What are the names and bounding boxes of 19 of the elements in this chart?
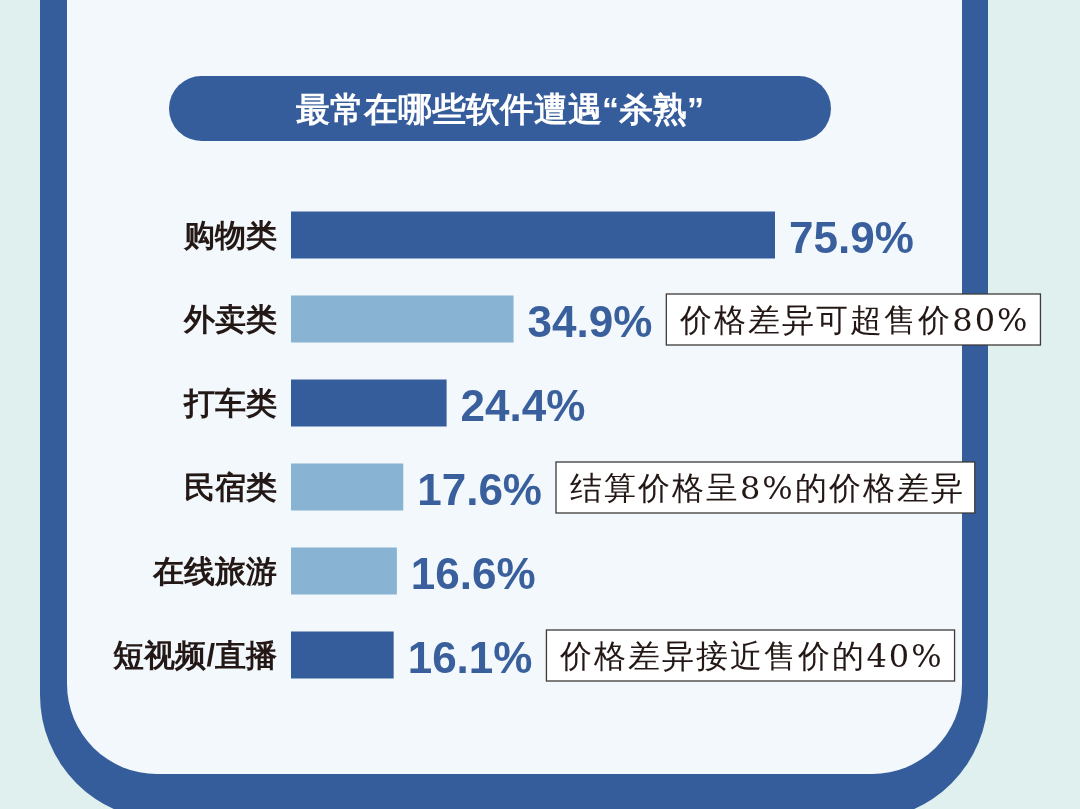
category-label: 民宿类 <box>184 469 277 505</box>
title: 最常在哪些软件遭遇“杀熟” <box>296 90 704 128</box>
data-label: 75.9% <box>789 212 914 262</box>
data-label: 16.1% <box>407 632 533 682</box>
annotation: 价格差异可超售价80% <box>665 293 1042 346</box>
data-label: 34.9% <box>527 296 653 346</box>
annotation: 结算价格呈8%的价格差异 <box>555 461 976 514</box>
annotation: 价格差异接近售价的40% <box>559 637 944 675</box>
annotation: 价格差异接近售价的40% <box>545 629 956 682</box>
category-label: 在线旅游 <box>153 553 277 589</box>
category-label: 外卖类 <box>184 301 277 337</box>
annotation: 价格差异可超售价80% <box>679 301 1030 339</box>
category-label: 打车类 <box>184 385 277 421</box>
data-label: 24.4% <box>460 380 586 430</box>
category-label: 短视频/直播 <box>113 637 277 673</box>
annotation: 结算价格呈8%的价格差异 <box>570 469 965 507</box>
data-label: 16.6% <box>410 548 536 598</box>
data-label: 17.6% <box>417 464 542 514</box>
category-label: 购物类 <box>184 217 277 253</box>
